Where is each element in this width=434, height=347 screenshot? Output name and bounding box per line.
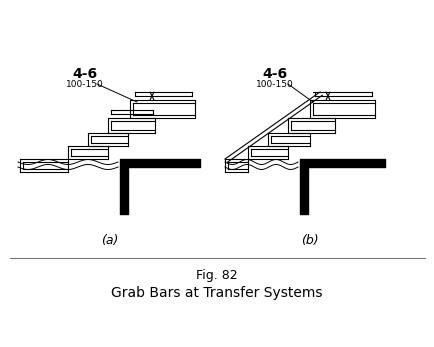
Text: 4-6: 4-6 (262, 67, 287, 81)
Text: (a): (a) (101, 234, 118, 246)
Text: 100-150: 100-150 (66, 79, 104, 88)
Text: 100-150: 100-150 (256, 79, 293, 88)
Text: Grab Bars at Transfer Systems: Grab Bars at Transfer Systems (111, 286, 322, 300)
Text: Fig. 82: Fig. 82 (196, 269, 237, 281)
Text: (b): (b) (300, 234, 318, 246)
Text: 4-6: 4-6 (72, 67, 97, 81)
